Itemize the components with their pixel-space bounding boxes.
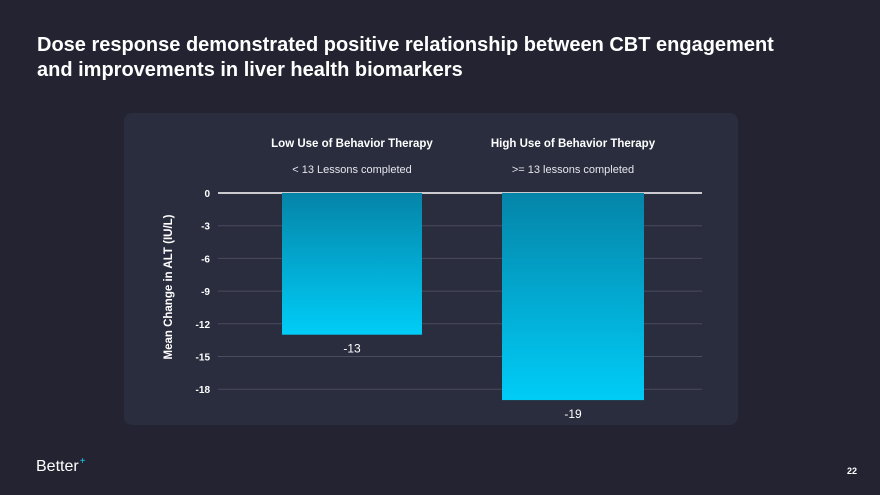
category-label: Low Use of Behavior Therapy <box>271 138 433 150</box>
data-label: -13 <box>343 342 361 356</box>
better-logo: Better+ <box>36 456 86 476</box>
category-label: High Use of Behavior Therapy <box>491 138 656 150</box>
y-tick-label: -3 <box>201 222 210 233</box>
bar-high-use <box>502 193 644 401</box>
chart-panel: 0 -3 -6 -9 -12 -15 -18 Mean Change in ALT (IU/… <box>124 113 738 425</box>
data-label: -19 <box>564 407 582 421</box>
labels: Mean Change in ALT (IU/L) Low Use of Beha… <box>163 138 656 421</box>
y-axis-ticks: 0 -3 -6 -9 -12 -15 -18 <box>196 189 211 396</box>
slide-title: Dose response demonstrated positive rela… <box>37 33 837 83</box>
bar-chart: 0 -3 -6 -9 -12 -15 -18 Mean Change in ALT (IU/… <box>163 138 702 421</box>
page-number: 22 <box>847 466 858 476</box>
bars <box>282 193 644 401</box>
y-tick-label: -6 <box>201 254 210 265</box>
subcategory-label: < 13 Lessons completed <box>292 164 412 176</box>
y-tick-label: -15 <box>196 353 211 364</box>
subcategory-label: >= 13 lessons completed <box>512 164 634 176</box>
logo-text: Better <box>36 458 79 475</box>
slide-title-line-1: Dose response demonstrated positive rela… <box>37 34 774 56</box>
y-tick-label: -12 <box>196 320 211 331</box>
bar-low-use <box>282 193 422 335</box>
logo-plus-mark: + <box>79 456 86 467</box>
y-tick-label: -9 <box>201 287 210 298</box>
y-tick-label: -18 <box>196 385 211 396</box>
y-axis-label: Mean Change in ALT (IU/L) <box>163 214 175 359</box>
y-tick-label: 0 <box>204 189 210 200</box>
slide-title-line-2: and improvements in liver health biomark… <box>37 59 463 81</box>
